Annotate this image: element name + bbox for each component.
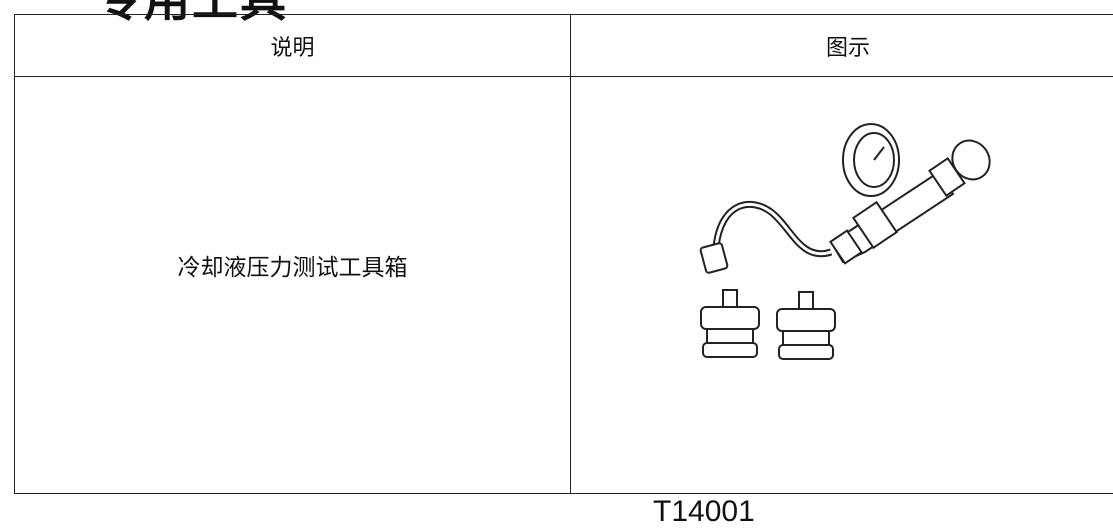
description: 冷却液压力测试工具箱: [177, 255, 408, 281]
section-heading: 专用工具: [96, 0, 288, 27]
header-cell: 说明: [15, 15, 570, 77]
description-cell: 冷却液压力测试工具箱: [15, 77, 570, 493]
tool-code: T14001: [653, 495, 755, 528]
illustration-cell: T14001: [570, 77, 1113, 528]
tool-illustration: [699, 123, 991, 360]
page: 专用工具 说明 图示 冷却液压力测试工具箱: [14, 0, 1113, 528]
header-cell: 图示: [570, 15, 1113, 77]
table: 说明 图示 冷却液压力测试工具箱: [14, 14, 1113, 528]
